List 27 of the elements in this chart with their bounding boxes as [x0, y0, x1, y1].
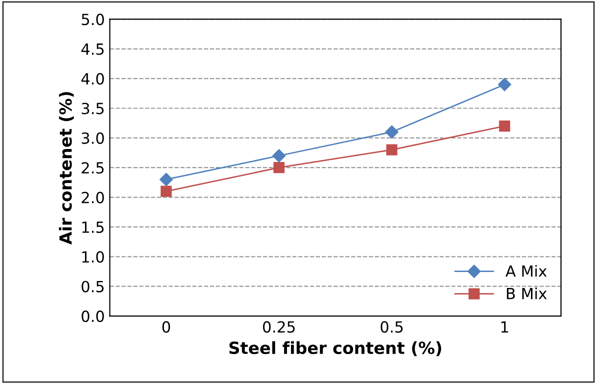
point: [273, 162, 285, 174]
point: [498, 78, 512, 92]
point: [385, 125, 398, 139]
y-tick-label: 0.0: [82, 310, 104, 322]
y-tick-label: 3.5: [82, 102, 104, 114]
x-tick-label: 0.25: [263, 321, 295, 333]
x-tick-label: 0.5: [380, 321, 403, 333]
y-tick-label: 2.0: [82, 192, 104, 204]
point: [272, 149, 286, 162]
point: [499, 120, 510, 132]
y-tick-label: 3.0: [82, 132, 104, 144]
x-axis-title: Steel fiber content (%): [229, 341, 442, 356]
point: [160, 186, 172, 197]
y-tick-label: 0.5: [82, 280, 104, 292]
legend-label: A Mix: [506, 265, 547, 277]
y-tick-label: 2.5: [82, 162, 104, 174]
point: [160, 172, 173, 186]
point: [386, 144, 398, 156]
y-tick-label: 5.0: [82, 14, 104, 26]
y-tick-label: 1.5: [82, 222, 104, 234]
y-tick-label: 4.5: [81, 44, 104, 55]
y-axis-title: Air contenet (%): [58, 92, 74, 245]
y-tick-label: 4.0: [81, 73, 104, 85]
y-tick-label: 1.0: [82, 251, 104, 263]
legend-label: B Mix: [506, 287, 547, 300]
x-tick-label: 0: [162, 321, 170, 333]
x-tick-label: 1: [501, 321, 508, 332]
